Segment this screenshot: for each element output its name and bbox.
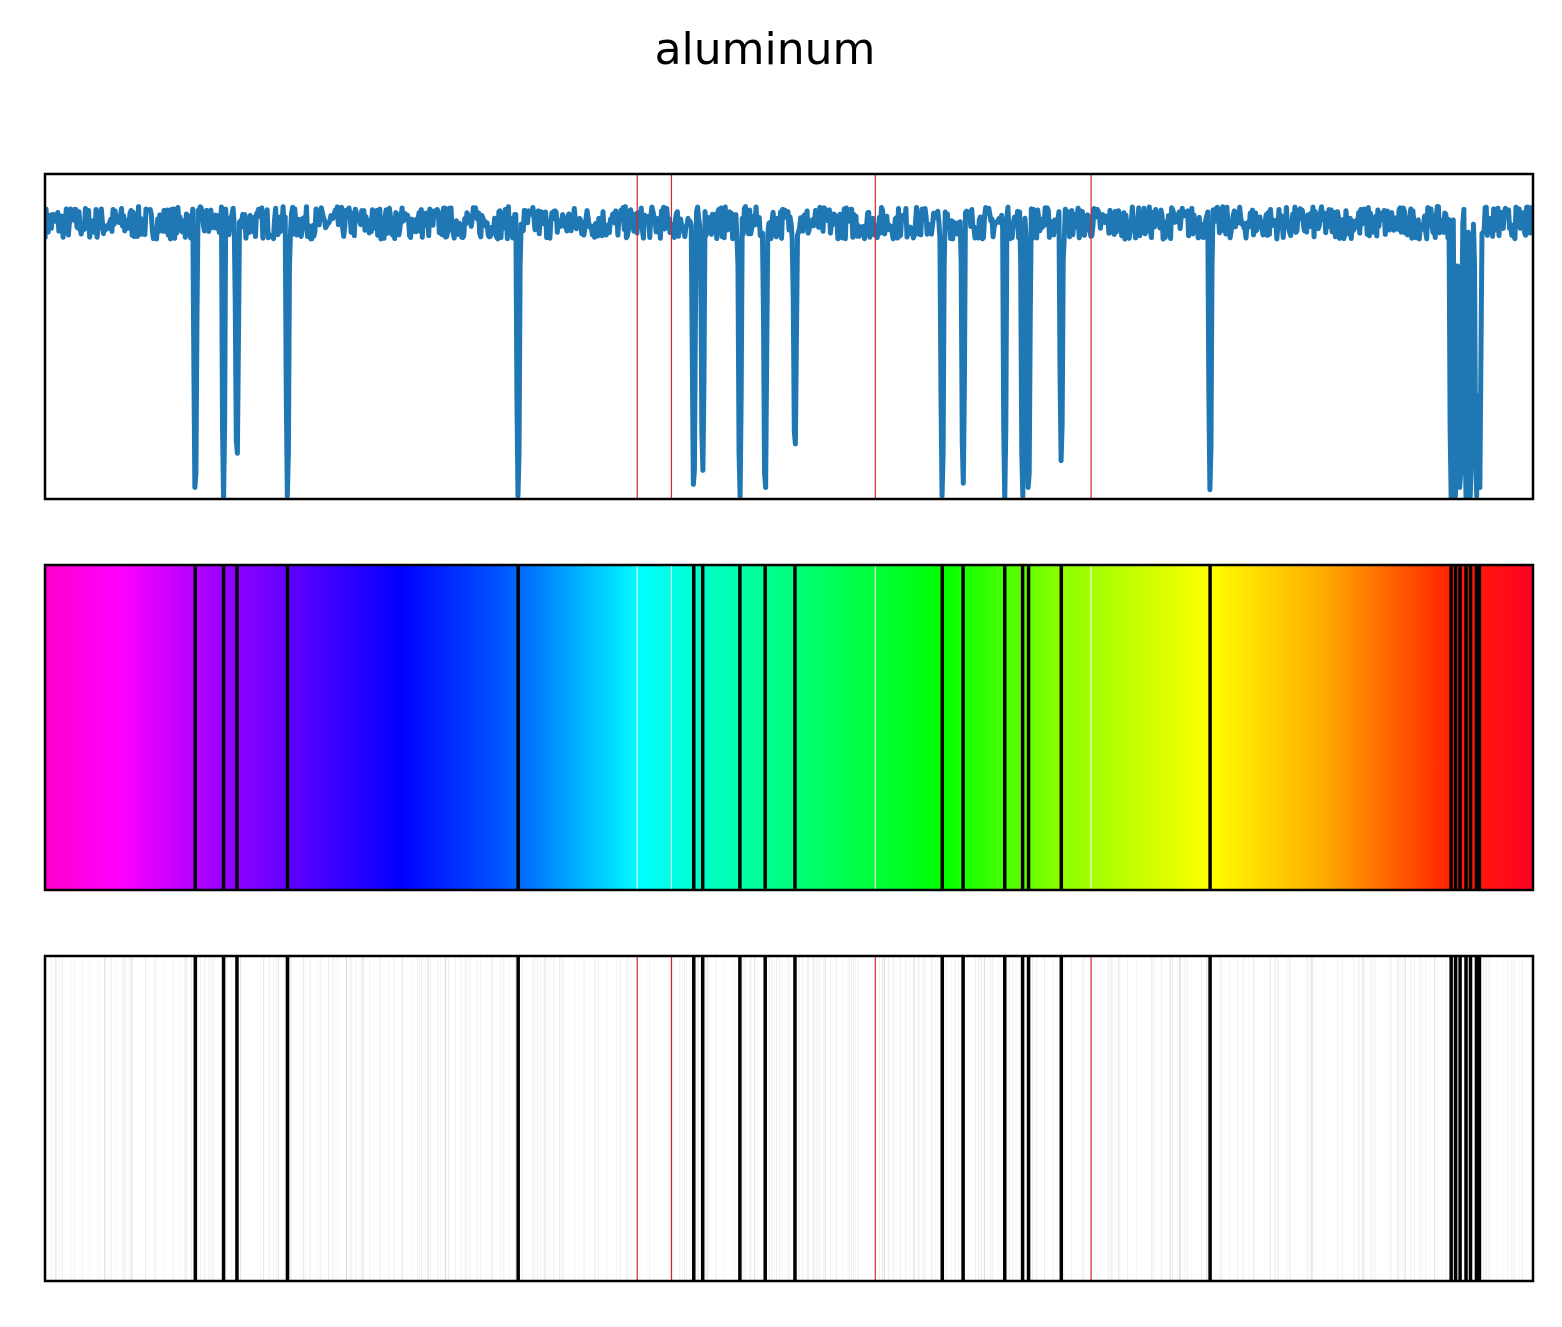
absorption-panel: [43, 172, 1535, 501]
panel-frame: [43, 172, 1535, 501]
color-spectrum-band: [45, 565, 1533, 890]
panel-frame: [43, 563, 1535, 892]
color-spectrum-panel: [43, 563, 1535, 892]
plot-area: [45, 204, 1533, 499]
absorption-series-line: [45, 204, 1533, 499]
panel-frame: [43, 954, 1535, 1283]
chart-title: aluminum: [654, 24, 876, 75]
barcode-background: [45, 956, 1533, 1281]
barcode-panel: [43, 954, 1535, 1283]
